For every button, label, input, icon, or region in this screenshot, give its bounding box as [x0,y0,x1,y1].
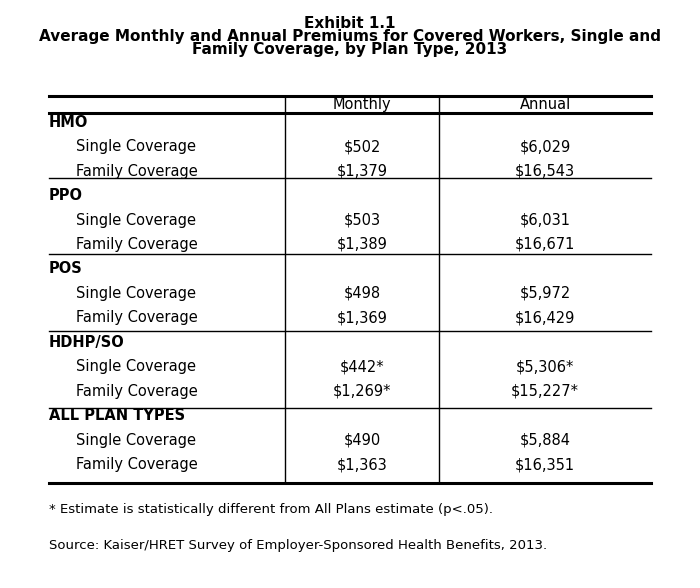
Text: Single Coverage: Single Coverage [76,359,196,375]
Text: $16,351: $16,351 [515,457,575,472]
Text: HMO: HMO [49,115,88,130]
Text: Family Coverage, by Plan Type, 2013: Family Coverage, by Plan Type, 2013 [193,42,508,58]
Text: $502: $502 [344,139,381,154]
Text: PPO: PPO [49,188,83,203]
Text: Exhibit 1.1: Exhibit 1.1 [304,16,395,31]
Text: Single Coverage: Single Coverage [76,433,196,447]
Text: * Estimate is statistically different from All Plans estimate (p<.05).: * Estimate is statistically different fr… [49,503,493,516]
Text: Single Coverage: Single Coverage [76,212,196,228]
Text: $1,269*: $1,269* [333,384,391,399]
Text: $5,972: $5,972 [519,286,571,301]
Text: $1,369: $1,369 [337,310,388,325]
Text: $1,379: $1,379 [337,163,388,179]
Text: Family Coverage: Family Coverage [76,163,198,179]
Text: $15,227*: $15,227* [511,384,579,399]
Text: Single Coverage: Single Coverage [76,139,196,154]
Text: $498: $498 [344,286,381,301]
Text: POS: POS [49,262,83,276]
Text: $5,884: $5,884 [519,433,570,447]
Text: Monthly: Monthly [333,97,391,112]
Text: Family Coverage: Family Coverage [76,237,198,252]
Text: $1,389: $1,389 [337,237,388,252]
Text: Family Coverage: Family Coverage [76,457,198,472]
Text: $5,306*: $5,306* [516,359,575,375]
Text: $490: $490 [344,433,381,447]
Text: Family Coverage: Family Coverage [76,310,198,325]
Text: $1,363: $1,363 [337,457,388,472]
Text: HDHP/SO: HDHP/SO [49,335,125,350]
Text: $16,543: $16,543 [515,163,575,179]
Text: $442*: $442* [340,359,384,375]
Text: $503: $503 [344,212,381,228]
Text: ALL PLAN TYPES: ALL PLAN TYPES [49,408,185,423]
Text: Average Monthly and Annual Premiums for Covered Workers, Single and: Average Monthly and Annual Premiums for … [39,29,661,44]
Text: $16,671: $16,671 [515,237,575,252]
Text: $16,429: $16,429 [515,310,575,325]
Text: Annual: Annual [519,97,571,112]
Text: Family Coverage: Family Coverage [76,384,198,399]
Text: Source: Kaiser/HRET Survey of Employer-Sponsored Health Benefits, 2013.: Source: Kaiser/HRET Survey of Employer-S… [49,539,547,552]
Text: Single Coverage: Single Coverage [76,286,196,301]
Text: $6,031: $6,031 [519,212,570,228]
Text: $6,029: $6,029 [519,139,571,154]
